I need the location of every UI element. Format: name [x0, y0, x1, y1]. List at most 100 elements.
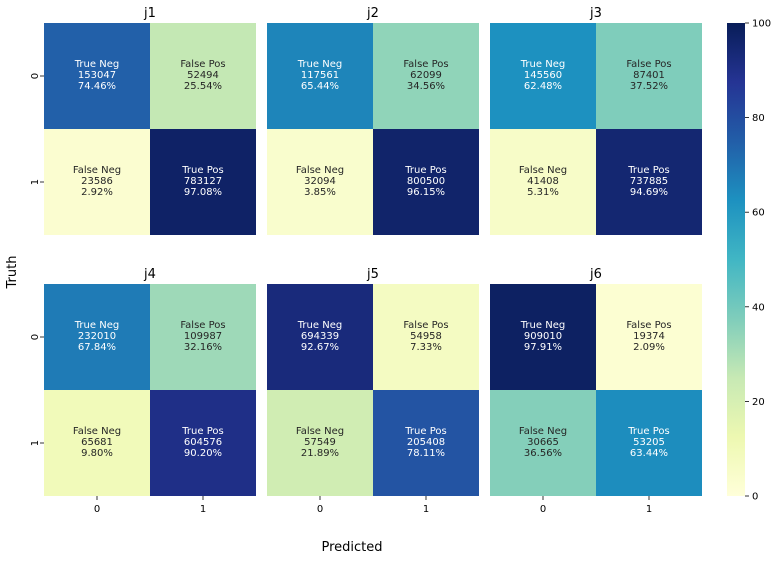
heatmap-cell: [150, 390, 256, 496]
y-tick-label: 1: [30, 179, 41, 185]
cell-percent: 34.56%: [407, 81, 445, 92]
cell-percent: 21.89%: [301, 448, 339, 459]
heatmap-cell: [373, 129, 479, 235]
cell-count: 232010: [78, 331, 116, 342]
cell-label: True Neg: [297, 320, 342, 331]
heatmap-cell: [596, 390, 702, 496]
cell-percent: 94.69%: [630, 187, 668, 198]
cell-count: 30665: [527, 437, 559, 448]
x-tick-label: 0: [94, 504, 100, 515]
heatmap-cell: [150, 23, 256, 129]
heatmap-cell: [373, 23, 479, 129]
cell-count: 109987: [184, 331, 222, 342]
heatmap-cell: [490, 129, 596, 235]
x-axis-label: Predicted: [321, 540, 382, 555]
cell-count: 32094: [304, 176, 336, 187]
cell-percent: 78.11%: [407, 448, 445, 459]
x-tick-label: 1: [200, 504, 206, 515]
cell-count: 19374: [633, 331, 665, 342]
heatmap-cell: [596, 284, 702, 390]
cell-percent: 97.91%: [524, 342, 562, 353]
cell-percent: 2.09%: [633, 342, 665, 353]
heatmap-cell: [490, 23, 596, 129]
cell-label: True Pos: [404, 165, 446, 176]
cell-label: False Neg: [73, 426, 121, 437]
cell-percent: 67.84%: [78, 342, 116, 353]
cell-count: 800500: [407, 176, 445, 187]
cell-percent: 5.31%: [527, 187, 559, 198]
heatmap-cell: [267, 390, 373, 496]
cell-percent: 37.52%: [630, 81, 668, 92]
cell-label: True Pos: [404, 426, 446, 437]
colorbar-tick-label: 100: [752, 19, 771, 30]
cell-count: 205408: [407, 437, 445, 448]
cell-count: 57549: [304, 437, 336, 448]
cell-count: 604576: [184, 437, 222, 448]
cell-count: 53205: [633, 437, 665, 448]
heatmap-cell: [44, 284, 150, 390]
panel-title: j4: [143, 267, 156, 282]
heatmap-cell: [373, 284, 479, 390]
cell-label: False Pos: [180, 59, 225, 70]
cell-count: 909010: [524, 331, 562, 342]
colorbar-gradient: [727, 23, 745, 496]
heatmap-cell: [373, 390, 479, 496]
cell-label: False Neg: [519, 165, 567, 176]
cell-count: 737885: [630, 176, 668, 187]
y-axis-label: Truth: [5, 256, 20, 290]
cell-percent: 32.16%: [184, 342, 222, 353]
heatmap-cell: [267, 284, 373, 390]
colorbar-tick-label: 60: [752, 208, 765, 219]
y-tick-label: 0: [30, 73, 41, 79]
cell-label: False Pos: [626, 59, 671, 70]
cell-label: False Neg: [519, 426, 567, 437]
cell-count: 62099: [410, 70, 442, 81]
heatmap-cell: [490, 390, 596, 496]
cell-count: 65681: [81, 437, 113, 448]
cell-label: False Neg: [296, 426, 344, 437]
heatmap-cell: [267, 129, 373, 235]
cell-percent: 36.56%: [524, 448, 562, 459]
heatmap-cell: [44, 23, 150, 129]
y-tick-label: 1: [30, 440, 41, 446]
x-tick-label: 0: [317, 504, 323, 515]
cell-percent: 7.33%: [410, 342, 442, 353]
cell-label: True Neg: [297, 59, 342, 70]
cell-count: 54958: [410, 331, 442, 342]
cell-label: True Neg: [520, 320, 565, 331]
colorbar-tick-label: 0: [752, 492, 758, 503]
panel-title: j5: [366, 267, 379, 282]
cell-label: True Pos: [627, 426, 669, 437]
cell-percent: 65.44%: [301, 81, 339, 92]
cell-label: True Neg: [74, 320, 119, 331]
colorbar-tick-label: 40: [752, 302, 765, 313]
colorbar-tick-label: 20: [752, 397, 765, 408]
cell-percent: 97.08%: [184, 187, 222, 198]
cell-label: False Pos: [403, 320, 448, 331]
cell-label: False Pos: [403, 59, 448, 70]
cell-percent: 9.80%: [81, 448, 113, 459]
heatmap-cell: [44, 390, 150, 496]
cell-label: True Pos: [181, 426, 223, 437]
cell-percent: 2.92%: [81, 187, 113, 198]
cell-count: 87401: [633, 70, 665, 81]
panel-title: j1: [143, 6, 156, 21]
cell-percent: 74.46%: [78, 81, 116, 92]
heatmap-cell: [267, 23, 373, 129]
cell-count: 783127: [184, 176, 222, 187]
cell-percent: 96.15%: [407, 187, 445, 198]
cell-label: False Neg: [296, 165, 344, 176]
x-tick-label: 1: [423, 504, 429, 515]
cell-count: 145560: [524, 70, 562, 81]
panel-title: j2: [366, 6, 379, 21]
cell-label: True Pos: [181, 165, 223, 176]
colorbar: 0 20 40 60 80 100: [727, 19, 771, 503]
panel-title: j3: [589, 6, 602, 21]
cell-label: False Neg: [73, 165, 121, 176]
cell-count: 153047: [78, 70, 116, 81]
